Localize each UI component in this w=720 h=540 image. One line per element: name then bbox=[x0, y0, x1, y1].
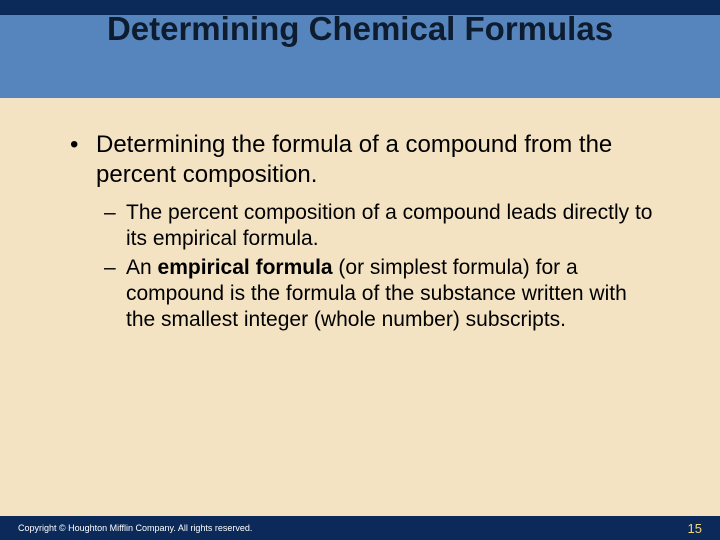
copyright-text: Copyright © Houghton Mifflin Company. Al… bbox=[18, 523, 252, 533]
slide-title: Determining Chemical Formulas bbox=[0, 10, 720, 48]
bullet-level-2: – An empirical formula (or simplest form… bbox=[104, 255, 660, 334]
bullet-dot-icon: • bbox=[70, 130, 96, 190]
bullet-dash-icon: – bbox=[104, 200, 126, 253]
bullet-text: An empirical formula (or simplest formul… bbox=[126, 255, 660, 334]
bullet-level-2: – The percent composition of a compound … bbox=[104, 200, 660, 253]
slide-footer: Copyright © Houghton Mifflin Company. Al… bbox=[0, 516, 720, 540]
bullet-dash-icon: – bbox=[104, 255, 126, 334]
page-number: 15 bbox=[688, 521, 702, 536]
slide-content: • Determining the formula of a compound … bbox=[70, 130, 660, 335]
bullet-level-1: • Determining the formula of a compound … bbox=[70, 130, 660, 190]
bullet-text: Determining the formula of a compound fr… bbox=[96, 130, 660, 190]
bullet-text: The percent composition of a compound le… bbox=[126, 200, 660, 253]
title-band: Determining Chemical Formulas bbox=[0, 0, 720, 98]
bullet-text-bold: empirical formula bbox=[158, 256, 333, 279]
bullet-text-pre: An bbox=[126, 256, 158, 279]
